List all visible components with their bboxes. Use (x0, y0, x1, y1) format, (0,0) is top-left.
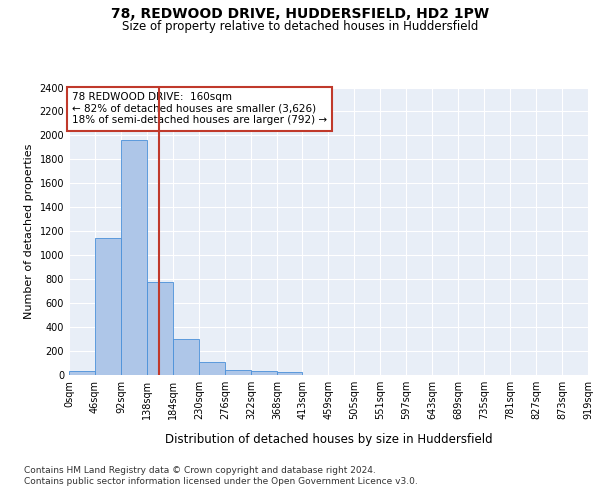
Text: Contains public sector information licensed under the Open Government Licence v3: Contains public sector information licen… (24, 478, 418, 486)
Text: 78 REDWOOD DRIVE:  160sqm
← 82% of detached houses are smaller (3,626)
18% of se: 78 REDWOOD DRIVE: 160sqm ← 82% of detach… (72, 92, 327, 126)
Bar (251, 371, 277, 375)
Bar (121, 140, 147, 375)
Bar (173, 339, 199, 375)
Bar (225, 370, 251, 375)
Bar (69, 371, 95, 375)
Text: Distribution of detached houses by size in Huddersfield: Distribution of detached houses by size … (165, 432, 493, 446)
Text: Contains HM Land Registry data © Crown copyright and database right 2024.: Contains HM Land Registry data © Crown c… (24, 466, 376, 475)
Bar (277, 372, 302, 375)
Bar (199, 362, 225, 375)
Y-axis label: Number of detached properties: Number of detached properties (24, 144, 34, 319)
Bar (147, 282, 173, 375)
Text: Size of property relative to detached houses in Huddersfield: Size of property relative to detached ho… (122, 20, 478, 33)
Text: 78, REDWOOD DRIVE, HUDDERSFIELD, HD2 1PW: 78, REDWOOD DRIVE, HUDDERSFIELD, HD2 1PW (111, 8, 489, 22)
Bar (95, 238, 121, 375)
